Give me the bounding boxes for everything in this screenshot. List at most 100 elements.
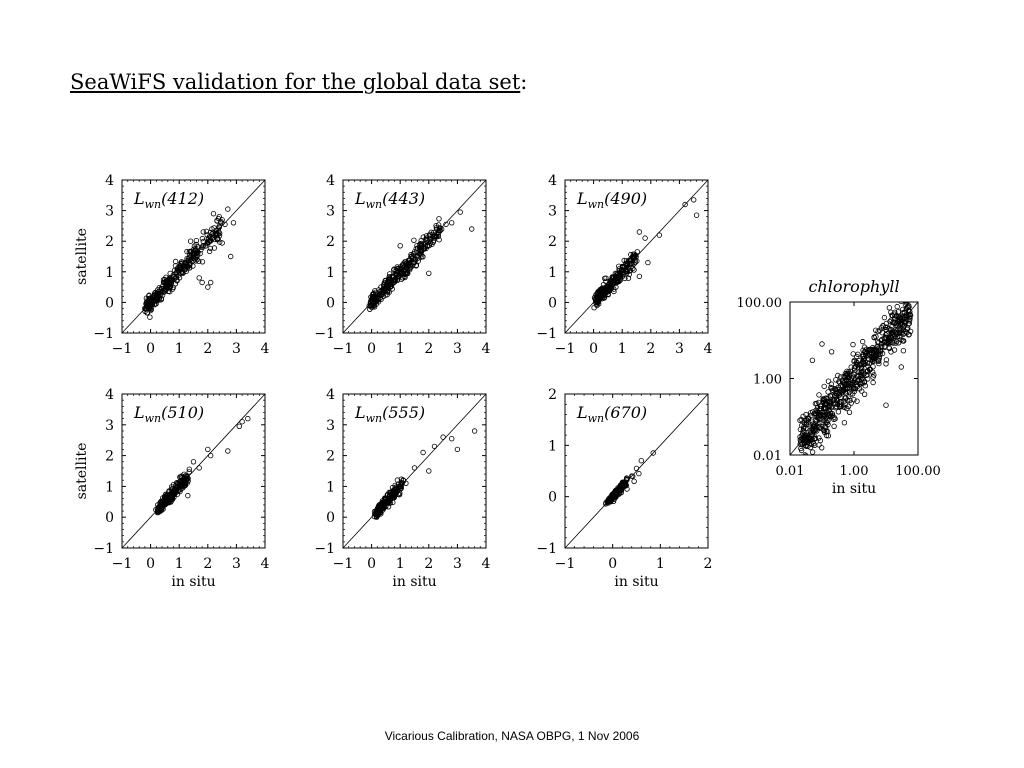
data-point <box>900 306 906 313</box>
data-point <box>886 334 892 341</box>
x-tick-label: 1 <box>618 341 627 357</box>
data-point <box>199 235 206 242</box>
y-tick-label: 2 <box>105 234 114 250</box>
data-point <box>216 213 222 220</box>
scatter-panel-6: −1 0 1 2 −1 0 1 2 Lwn(670) in situ <box>536 387 712 590</box>
data-point <box>176 275 183 281</box>
data-point <box>798 416 804 423</box>
data-point <box>431 443 438 450</box>
data-point <box>627 260 634 266</box>
panel-title-subscript: wn <box>366 198 383 211</box>
data-point <box>172 258 179 265</box>
data-point <box>206 237 213 244</box>
data-point <box>803 439 809 445</box>
y-tick-label: 4 <box>326 173 335 189</box>
data-point <box>870 364 876 370</box>
data-point <box>883 357 890 363</box>
data-point <box>893 329 900 336</box>
data-point <box>207 234 214 240</box>
data-point <box>814 400 820 407</box>
scatter-panel-5: −1 0 1 2 3 4 −1 0 1 2 3 4 Lwn(555) in situ <box>314 387 490 590</box>
data-point <box>833 377 839 383</box>
data-point <box>851 397 857 403</box>
data-point <box>854 360 860 366</box>
y-tick-label: 3 <box>326 204 335 220</box>
panel-title-band: (555) <box>382 403 425 422</box>
data-point <box>173 487 180 493</box>
x-tick-label: 2 <box>203 556 212 572</box>
data-point <box>171 488 177 494</box>
data-point <box>889 323 895 330</box>
data-point <box>397 243 403 249</box>
data-point <box>636 273 643 280</box>
data-point <box>865 363 871 369</box>
data-point <box>874 348 880 354</box>
data-point <box>898 364 904 370</box>
data-point <box>835 384 841 391</box>
data-point <box>642 235 648 241</box>
data-point <box>826 403 833 409</box>
data-point <box>856 369 862 375</box>
y-axis-label: satellite <box>74 443 90 500</box>
x-tick-label: 0 <box>146 556 155 572</box>
data-points <box>153 415 251 516</box>
data-point <box>435 233 442 240</box>
data-point <box>449 436 455 442</box>
data-point <box>633 465 640 472</box>
data-point <box>210 210 217 217</box>
data-point <box>903 305 910 312</box>
data-point <box>845 385 851 391</box>
data-point <box>883 361 889 367</box>
data-point <box>433 233 440 240</box>
data-point <box>858 381 864 387</box>
data-point <box>884 339 890 346</box>
data-point <box>440 434 446 440</box>
data-point <box>682 201 688 208</box>
x-tick-label: −1 <box>555 341 576 357</box>
data-point <box>888 349 894 355</box>
data-point <box>608 496 614 502</box>
data-point <box>871 334 877 340</box>
panel-title-symbol: L <box>354 403 366 422</box>
data-point <box>875 358 882 365</box>
data-point <box>806 416 812 422</box>
data-point <box>377 293 383 299</box>
x-tick-label: 4 <box>261 556 270 572</box>
data-point <box>142 306 149 312</box>
data-point <box>199 259 206 265</box>
data-point <box>395 265 402 272</box>
data-point <box>855 351 861 357</box>
data-point <box>378 284 384 290</box>
one-to-one-line <box>342 393 487 549</box>
panel-title: Lwn(555) <box>354 403 425 425</box>
x-tick-label: 3 <box>675 341 684 357</box>
y-tick-label: 0 <box>105 510 114 526</box>
plot-frame <box>121 393 266 549</box>
data-point <box>162 287 168 293</box>
data-point <box>902 320 908 326</box>
y-tick-label: 4 <box>326 387 335 403</box>
data-point <box>860 338 866 345</box>
data-point <box>900 348 907 354</box>
data-point <box>206 248 213 255</box>
data-point <box>809 449 816 455</box>
y-tick-label: 2 <box>548 387 557 403</box>
data-point <box>883 327 889 333</box>
data-point <box>636 229 643 235</box>
data-point <box>851 358 857 365</box>
data-point <box>193 237 200 244</box>
panel-title: Lwn(443) <box>354 189 425 211</box>
data-point <box>871 372 877 378</box>
data-point <box>625 275 632 281</box>
x-tick-label: 3 <box>453 556 462 572</box>
data-point <box>797 426 804 433</box>
data-point <box>146 292 152 298</box>
data-points <box>366 209 475 312</box>
data-point <box>822 405 828 412</box>
data-point <box>227 253 234 260</box>
data-point <box>154 291 161 297</box>
data-point <box>825 378 832 384</box>
slide-footer: Vicarious Calibration, NASA OBPG, 1 Nov … <box>384 729 640 743</box>
data-point <box>802 452 808 455</box>
